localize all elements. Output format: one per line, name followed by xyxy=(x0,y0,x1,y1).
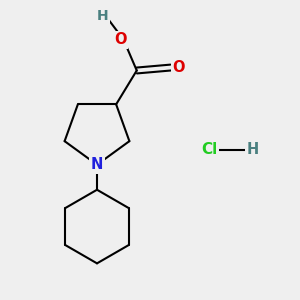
Text: N: N xyxy=(91,157,103,172)
Text: Cl: Cl xyxy=(201,142,217,158)
Text: H: H xyxy=(247,142,259,158)
Text: O: O xyxy=(114,32,127,47)
Text: O: O xyxy=(172,60,185,75)
Text: H: H xyxy=(97,9,108,23)
